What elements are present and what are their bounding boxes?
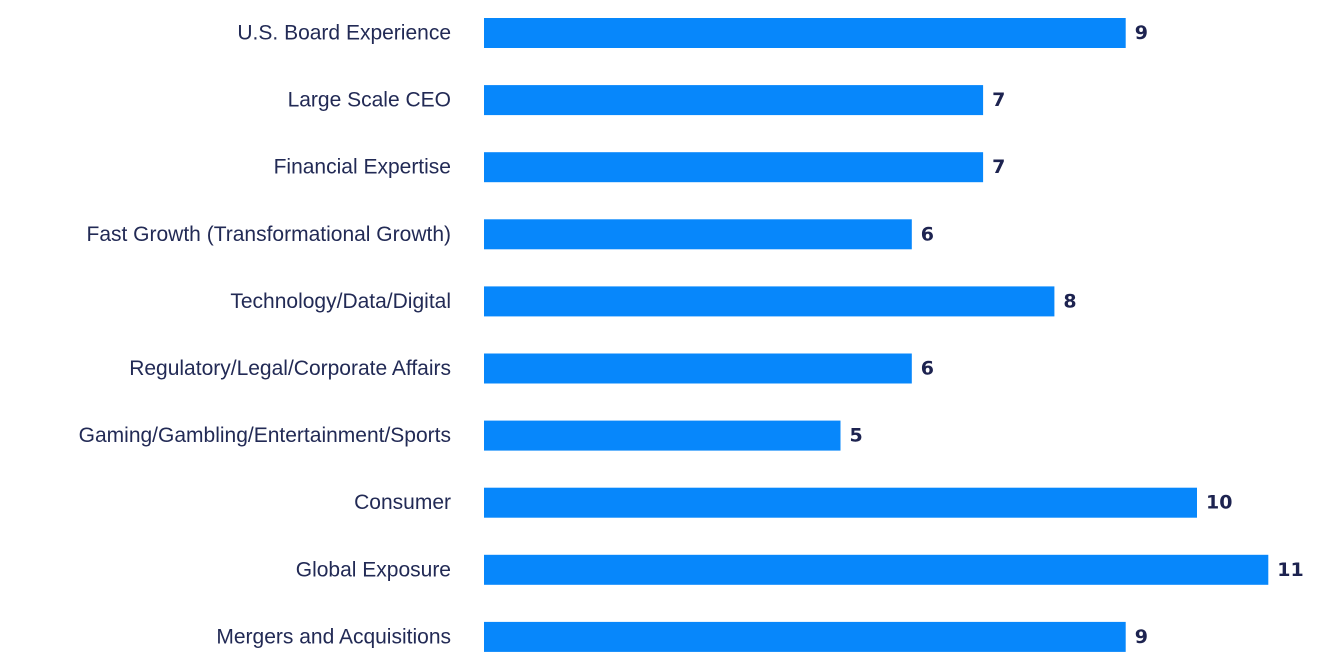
category-label-technology-data-digital: Technology/Data/Digital bbox=[230, 290, 451, 313]
value-label-technology-data-digital: 8 bbox=[1063, 290, 1076, 312]
category-label-regulatory-legal-corporate-affairs: Regulatory/Legal/Corporate Affairs bbox=[129, 357, 451, 380]
bar-global-exposure bbox=[484, 554, 1269, 585]
bar-regulatory-legal-corporate-affairs bbox=[484, 353, 912, 384]
bar-technology-data-digital bbox=[484, 286, 1055, 317]
bar-financial-expertise bbox=[484, 152, 984, 183]
category-label-global-exposure: Global Exposure bbox=[296, 558, 451, 581]
value-label-mergers-and-acquisitions: 9 bbox=[1135, 626, 1148, 648]
category-label-u-s-board-experience: U.S. Board Experience bbox=[237, 22, 451, 45]
category-label-financial-expertise: Financial Expertise bbox=[274, 156, 451, 179]
category-label-consumer: Consumer bbox=[354, 491, 451, 514]
category-label-large-scale-ceo: Large Scale CEO bbox=[288, 89, 451, 112]
value-label-global-exposure: 11 bbox=[1277, 559, 1303, 581]
bar-fast-growth-transformational-growth bbox=[484, 219, 912, 250]
value-label-regulatory-legal-corporate-affairs: 6 bbox=[921, 358, 934, 380]
bar-consumer bbox=[484, 487, 1197, 518]
value-label-gaming-gambling-entertainment-sports: 5 bbox=[850, 425, 863, 447]
value-label-consumer: 10 bbox=[1206, 492, 1232, 514]
value-label-large-scale-ceo: 7 bbox=[992, 89, 1005, 111]
bar-gaming-gambling-entertainment-sports bbox=[484, 420, 841, 451]
value-label-u-s-board-experience: 9 bbox=[1135, 22, 1148, 44]
value-label-financial-expertise: 7 bbox=[992, 156, 1005, 178]
bar-mergers-and-acquisitions bbox=[484, 621, 1126, 652]
category-label-fast-growth-transformational-growth: Fast Growth (Transformational Growth) bbox=[87, 223, 452, 246]
bar-u-s-board-experience bbox=[484, 18, 1126, 48]
category-label-gaming-gambling-entertainment-sports: Gaming/Gambling/Entertainment/Sports bbox=[79, 424, 451, 447]
bar-large-scale-ceo bbox=[484, 85, 984, 116]
category-label-mergers-and-acquisitions: Mergers and Acquisitions bbox=[216, 625, 451, 648]
value-label-fast-growth-transformational-growth: 6 bbox=[921, 223, 934, 245]
